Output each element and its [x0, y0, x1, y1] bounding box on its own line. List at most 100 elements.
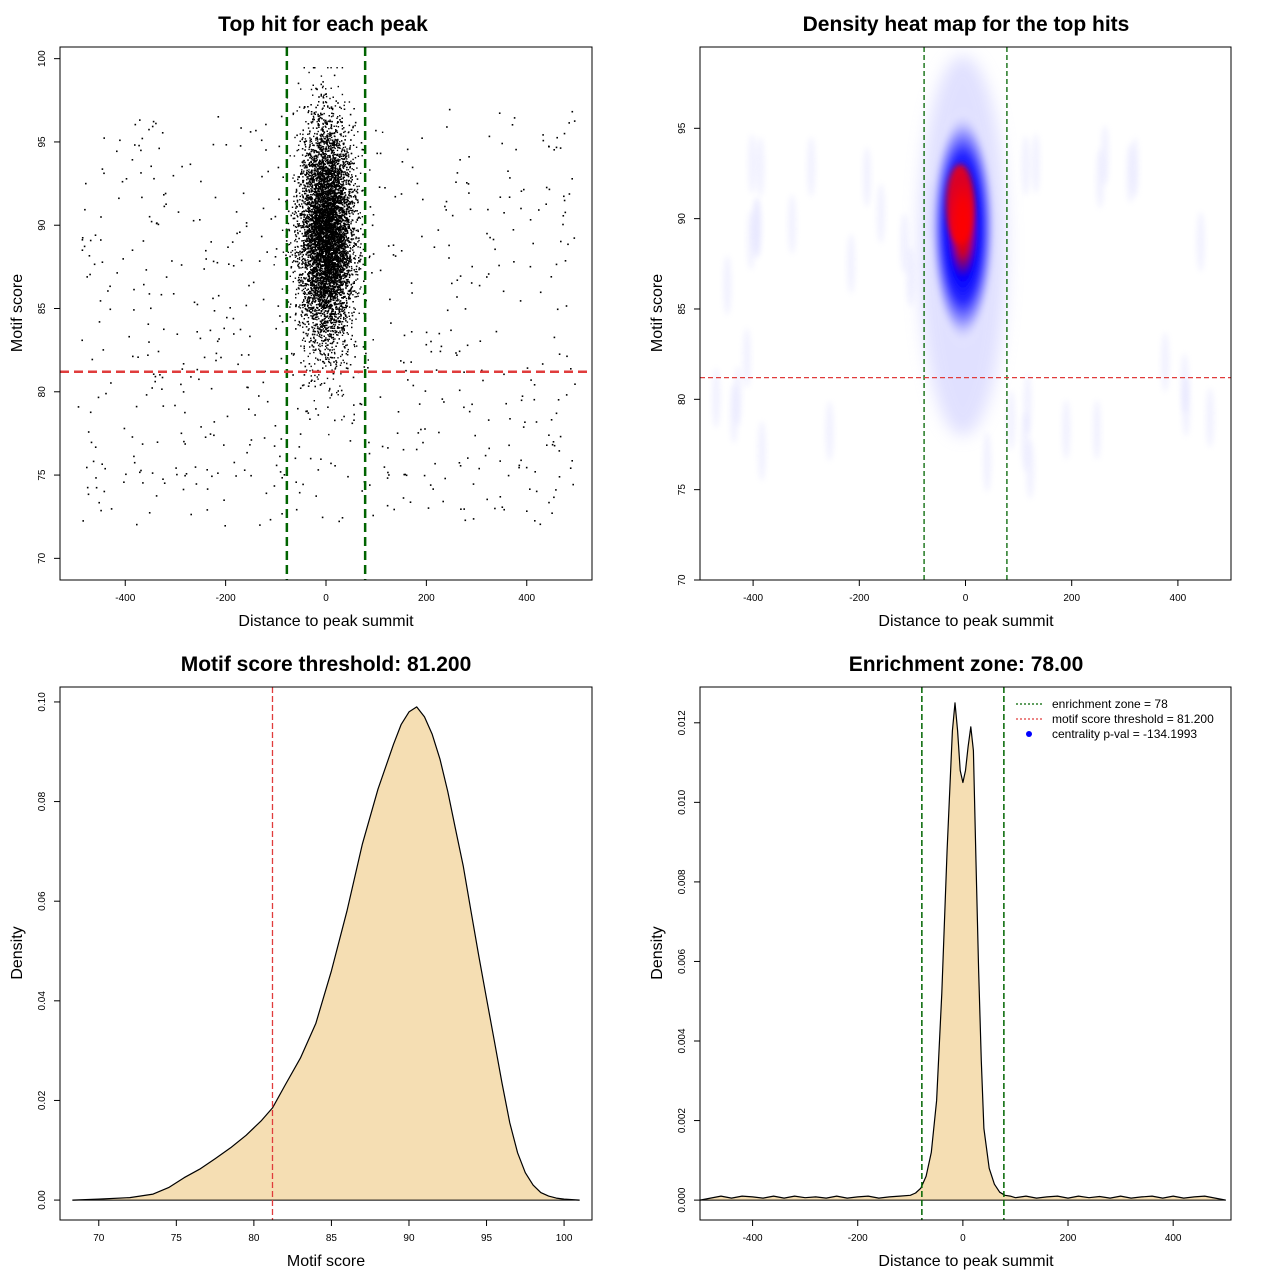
scatter-point: [344, 250, 346, 253]
scatter-point: [369, 169, 371, 171]
scatter-point: [334, 147, 336, 150]
scatter-point: [316, 263, 318, 265]
scatter-point: [347, 284, 349, 287]
scatter-point: [336, 163, 338, 165]
scatter-point: [340, 216, 343, 218]
scatter-point: [357, 216, 360, 219]
scatter-point: [304, 271, 306, 273]
scatter-point: [303, 245, 305, 247]
scatter-point: [324, 177, 326, 179]
scatter-point: [344, 281, 346, 283]
scatter-point: [345, 304, 347, 306]
scatter-point: [321, 158, 323, 161]
scatter-point: [306, 221, 308, 223]
scatter-point: [336, 122, 339, 124]
scatter-point: [302, 133, 304, 136]
scatter-point: [336, 265, 339, 268]
scatter-point: [306, 165, 308, 167]
scatter-point: [352, 234, 354, 236]
scatter-point: [333, 276, 335, 278]
scatter-point: [291, 206, 294, 208]
scatter-point: [321, 324, 324, 326]
scatter-point: [346, 158, 348, 160]
scatter-point: [328, 283, 330, 285]
scatter-point: [333, 225, 335, 228]
scatter-point: [305, 121, 307, 123]
scatter-point: [298, 252, 300, 254]
scatter-point: [320, 283, 323, 286]
scatter-point: [306, 194, 308, 196]
scatter-point: [324, 295, 327, 297]
scatter-point: [342, 239, 344, 241]
scatter-point: [330, 306, 333, 308]
scatter-point: [320, 197, 322, 199]
scatter-point: [351, 227, 354, 229]
scatter-point: [324, 120, 326, 123]
scatter-point: [314, 248, 316, 250]
scatter-point: [308, 254, 310, 256]
scatter-point: [325, 267, 327, 270]
scatter-point: [323, 268, 326, 270]
scatter-point: [337, 176, 340, 178]
scatter-point: [339, 281, 341, 283]
scatter-point: [332, 271, 335, 274]
scatter-point: [318, 290, 320, 293]
scatter-point: [324, 325, 326, 327]
scatter-point: [311, 213, 313, 215]
scatter-point: [299, 133, 301, 135]
scatter-point: [313, 286, 315, 288]
scatter-point: [307, 305, 309, 308]
scatter-point: [339, 301, 341, 303]
scatter-point: [344, 241, 347, 243]
scatter-point: [349, 229, 352, 231]
scatter-point: [355, 229, 357, 232]
scatter-point: [337, 147, 339, 149]
scatter-point: [301, 226, 303, 229]
scatter-point: [340, 250, 342, 253]
scatter-point: [306, 248, 308, 250]
scatter-point: [339, 280, 341, 282]
scatter-point: [323, 270, 325, 272]
scatter-point: [342, 280, 344, 282]
scatter-point: [326, 141, 328, 143]
scatter-point: [336, 283, 339, 285]
scatter-point: [297, 149, 300, 151]
scatter-point: [305, 174, 307, 177]
scatter-point: [310, 121, 312, 123]
scatter-point: [331, 228, 333, 230]
scatter-point: [338, 281, 340, 283]
scatter-point: [348, 306, 351, 308]
scatter-point: [322, 306, 325, 309]
scatter-point: [307, 202, 309, 204]
scatter-point: [334, 324, 337, 326]
scatter-point: [331, 127, 333, 130]
scatter-point: [314, 278, 317, 281]
scatter-point: [346, 332, 348, 334]
scatter-point: [339, 168, 342, 170]
scatter-point: [319, 291, 321, 294]
scatter-point: [316, 121, 318, 123]
scatter-point: [337, 178, 340, 180]
scatter-point: [329, 162, 332, 164]
scatter-point: [298, 185, 301, 187]
scatter-point: [349, 145, 352, 147]
scatter-point: [315, 357, 317, 359]
scatter-point: [326, 324, 328, 326]
scatter-point: [328, 249, 330, 251]
scatter-point: [335, 171, 337, 173]
scatter-point: [353, 257, 355, 260]
scatter-point: [320, 236, 322, 239]
scatter-point: [317, 218, 319, 220]
scatter-point: [342, 340, 344, 343]
scatter-point: [307, 237, 310, 239]
scatter-point: [297, 292, 300, 295]
scatter-point: [343, 296, 345, 298]
scatter-point: [298, 284, 300, 287]
scatter-point: [320, 188, 322, 190]
scatter-point: [303, 225, 305, 227]
scatter-point: [337, 236, 339, 238]
scatter-point: [327, 357, 329, 359]
scatter-point: [350, 291, 352, 293]
scatter-point: [307, 220, 309, 223]
scatter-point: [331, 264, 333, 267]
